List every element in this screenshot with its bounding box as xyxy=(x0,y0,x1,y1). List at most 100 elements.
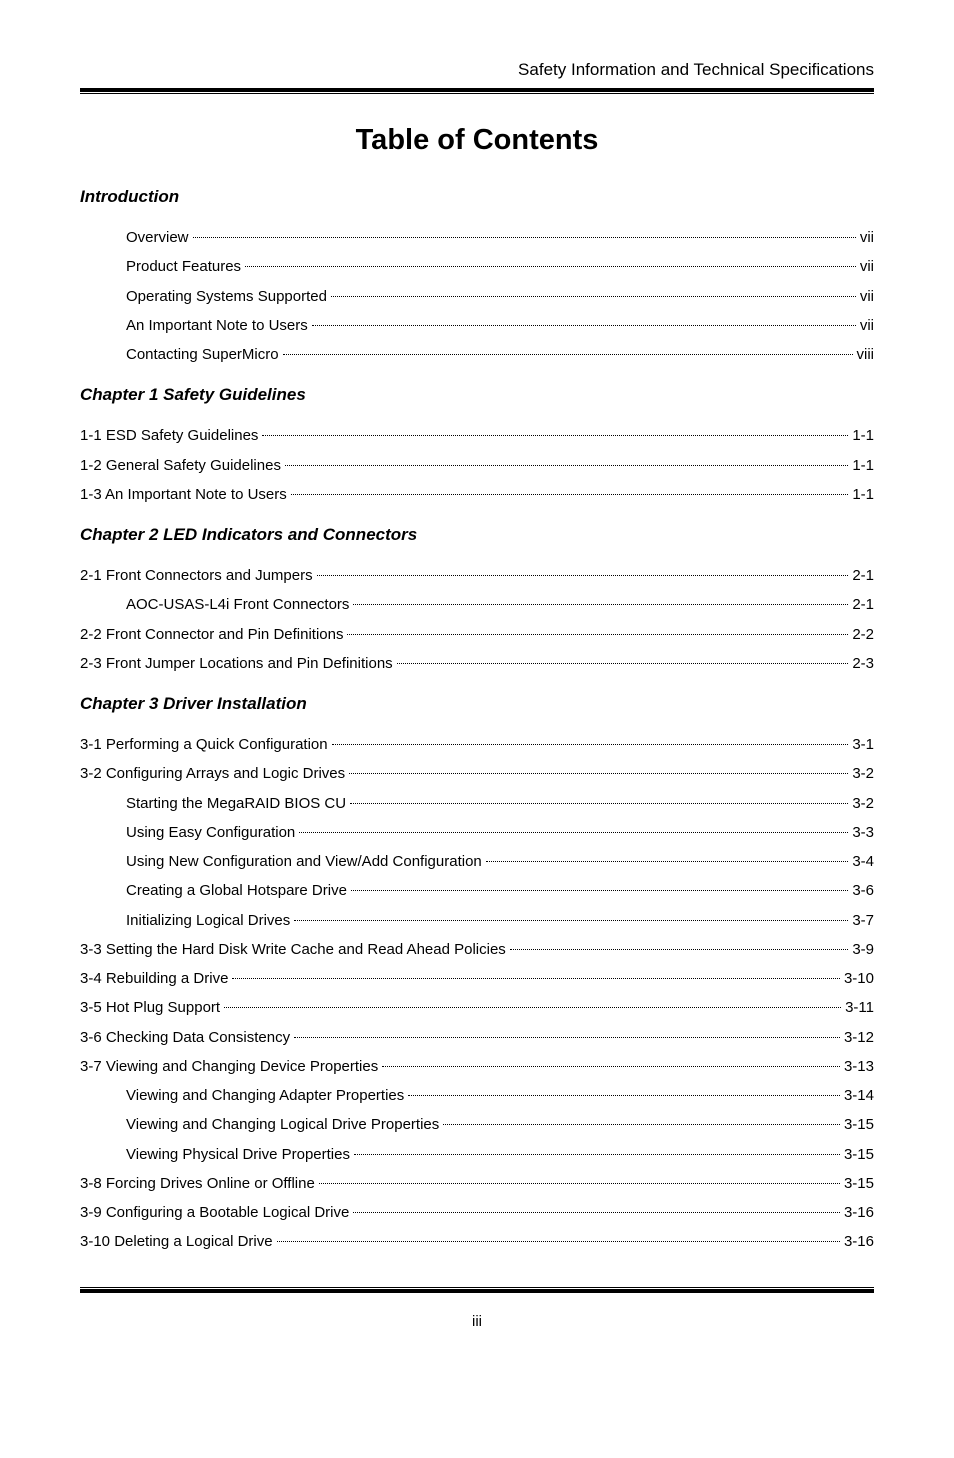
toc-page: vii xyxy=(860,311,874,340)
section-heading: Introduction xyxy=(80,187,874,207)
toc-page: 3-2 xyxy=(852,759,874,788)
toc-label: 3-6 Checking Data Consistency xyxy=(80,1023,290,1052)
toc-dots xyxy=(224,1007,841,1008)
header-rule-thick xyxy=(80,88,874,92)
toc-page: 2-3 xyxy=(852,649,874,678)
toc-entry: 2-2 Front Connector and Pin Definitions … xyxy=(80,620,874,649)
toc-page: 3-15 xyxy=(844,1169,874,1198)
toc-page: 1-1 xyxy=(852,421,874,450)
toc-page: 3-7 xyxy=(852,906,874,935)
toc-dots xyxy=(351,890,848,891)
toc-dots xyxy=(312,325,856,326)
toc-label: Using New Configuration and View/Add Con… xyxy=(126,847,482,876)
toc-dots xyxy=(510,949,849,950)
section-heading: Chapter 3 Driver Installation xyxy=(80,694,874,714)
toc-container: IntroductionOverview viiProduct Features… xyxy=(80,187,874,1257)
toc-label: 3-2 Configuring Arrays and Logic Drives xyxy=(80,759,345,788)
toc-page: 3-3 xyxy=(852,818,874,847)
toc-page: viii xyxy=(857,340,875,369)
toc-entry: 1-2 General Safety Guidelines 1-1 xyxy=(80,451,874,480)
toc-page: vii xyxy=(860,223,874,252)
toc-dots xyxy=(291,494,849,495)
toc-label: Product Features xyxy=(126,252,241,281)
toc-label: 2-2 Front Connector and Pin Definitions xyxy=(80,620,343,649)
toc-page: 3-1 xyxy=(852,730,874,759)
section-heading: Chapter 1 Safety Guidelines xyxy=(80,385,874,405)
toc-dots xyxy=(443,1124,840,1125)
toc-page: 3-12 xyxy=(844,1023,874,1052)
toc-entry: 3-10 Deleting a Logical Drive 3-16 xyxy=(80,1227,874,1256)
toc-page: 3-9 xyxy=(852,935,874,964)
toc-entry: Viewing Physical Drive Properties 3-15 xyxy=(80,1140,874,1169)
toc-label: Overview xyxy=(126,223,189,252)
toc-entry: 3-7 Viewing and Changing Device Properti… xyxy=(80,1052,874,1081)
toc-dots xyxy=(232,978,840,979)
toc-dots xyxy=(193,237,856,238)
toc-dots xyxy=(285,465,848,466)
toc-entry: AOC-USAS-L4i Front Connectors 2-1 xyxy=(80,590,874,619)
toc-entry: Starting the MegaRAID BIOS CU 3-2 xyxy=(80,789,874,818)
toc-entry: Product Features vii xyxy=(80,252,874,281)
toc-dots xyxy=(353,1212,840,1213)
toc-page: 3-2 xyxy=(852,789,874,818)
footer-rule-thick xyxy=(80,1289,874,1293)
toc-entry: Overview vii xyxy=(80,223,874,252)
toc-label: Using Easy Configuration xyxy=(126,818,295,847)
toc-entry: Viewing and Changing Logical Drive Prope… xyxy=(80,1110,874,1139)
toc-page: 3-13 xyxy=(844,1052,874,1081)
toc-dots xyxy=(331,296,856,297)
toc-entry: 1-3 An Important Note to Users 1-1 xyxy=(80,480,874,509)
toc-dots xyxy=(382,1066,840,1067)
toc-page: 3-15 xyxy=(844,1110,874,1139)
toc-label: 3-10 Deleting a Logical Drive xyxy=(80,1227,273,1256)
toc-dots xyxy=(262,435,848,436)
toc-entry: Using Easy Configuration 3-3 xyxy=(80,818,874,847)
toc-entry: 1-1 ESD Safety Guidelines 1-1 xyxy=(80,421,874,450)
toc-label: 3-3 Setting the Hard Disk Write Cache an… xyxy=(80,935,506,964)
toc-label: Viewing and Changing Logical Drive Prope… xyxy=(126,1110,439,1139)
toc-label: An Important Note to Users xyxy=(126,311,308,340)
toc-page: 2-2 xyxy=(852,620,874,649)
toc-label: Contacting SuperMicro xyxy=(126,340,279,369)
toc-dots xyxy=(245,266,856,267)
toc-entry: 3-4 Rebuilding a Drive 3-10 xyxy=(80,964,874,993)
toc-entry: 3-1 Performing a Quick Configuration 3-1 xyxy=(80,730,874,759)
toc-page: 3-15 xyxy=(844,1140,874,1169)
toc-dots xyxy=(350,803,848,804)
toc-entry: 3-2 Configuring Arrays and Logic Drives … xyxy=(80,759,874,788)
header-rule-thin xyxy=(80,93,874,94)
toc-label: 1-3 An Important Note to Users xyxy=(80,480,287,509)
toc-label: 3-1 Performing a Quick Configuration xyxy=(80,730,328,759)
toc-entry: 2-1 Front Connectors and Jumpers 2-1 xyxy=(80,561,874,590)
toc-page: 3-6 xyxy=(852,876,874,905)
toc-dots xyxy=(332,744,849,745)
toc-page: 3-4 xyxy=(852,847,874,876)
toc-dots xyxy=(277,1241,840,1242)
toc-page: 3-16 xyxy=(844,1198,874,1227)
footer-rule-thin xyxy=(80,1287,874,1288)
toc-label: Creating a Global Hotspare Drive xyxy=(126,876,347,905)
toc-entry: Initializing Logical Drives 3-7 xyxy=(80,906,874,935)
page-header: Safety Information and Technical Specifi… xyxy=(80,60,874,88)
toc-label: 3-4 Rebuilding a Drive xyxy=(80,964,228,993)
toc-entry: Creating a Global Hotspare Drive 3-6 xyxy=(80,876,874,905)
toc-entry: Using New Configuration and View/Add Con… xyxy=(80,847,874,876)
toc-entry: 2-3 Front Jumper Locations and Pin Defin… xyxy=(80,649,874,678)
toc-entry: Operating Systems Supported vii xyxy=(80,282,874,311)
toc-entry: Viewing and Changing Adapter Properties … xyxy=(80,1081,874,1110)
toc-dots xyxy=(283,354,853,355)
toc-label: 2-3 Front Jumper Locations and Pin Defin… xyxy=(80,649,393,678)
toc-dots xyxy=(353,604,848,605)
toc-page: 3-10 xyxy=(844,964,874,993)
toc-entry: 3-6 Checking Data Consistency 3-12 xyxy=(80,1023,874,1052)
toc-page: vii xyxy=(860,282,874,311)
page-number: iii xyxy=(80,1313,874,1330)
toc-dots xyxy=(347,634,848,635)
toc-dots xyxy=(294,920,848,921)
toc-label: 3-9 Configuring a Bootable Logical Drive xyxy=(80,1198,349,1227)
page-title: Table of Contents xyxy=(80,124,874,157)
toc-dots xyxy=(354,1154,840,1155)
toc-label: 1-2 General Safety Guidelines xyxy=(80,451,281,480)
toc-label: Viewing and Changing Adapter Properties xyxy=(126,1081,404,1110)
toc-page: 2-1 xyxy=(852,590,874,619)
